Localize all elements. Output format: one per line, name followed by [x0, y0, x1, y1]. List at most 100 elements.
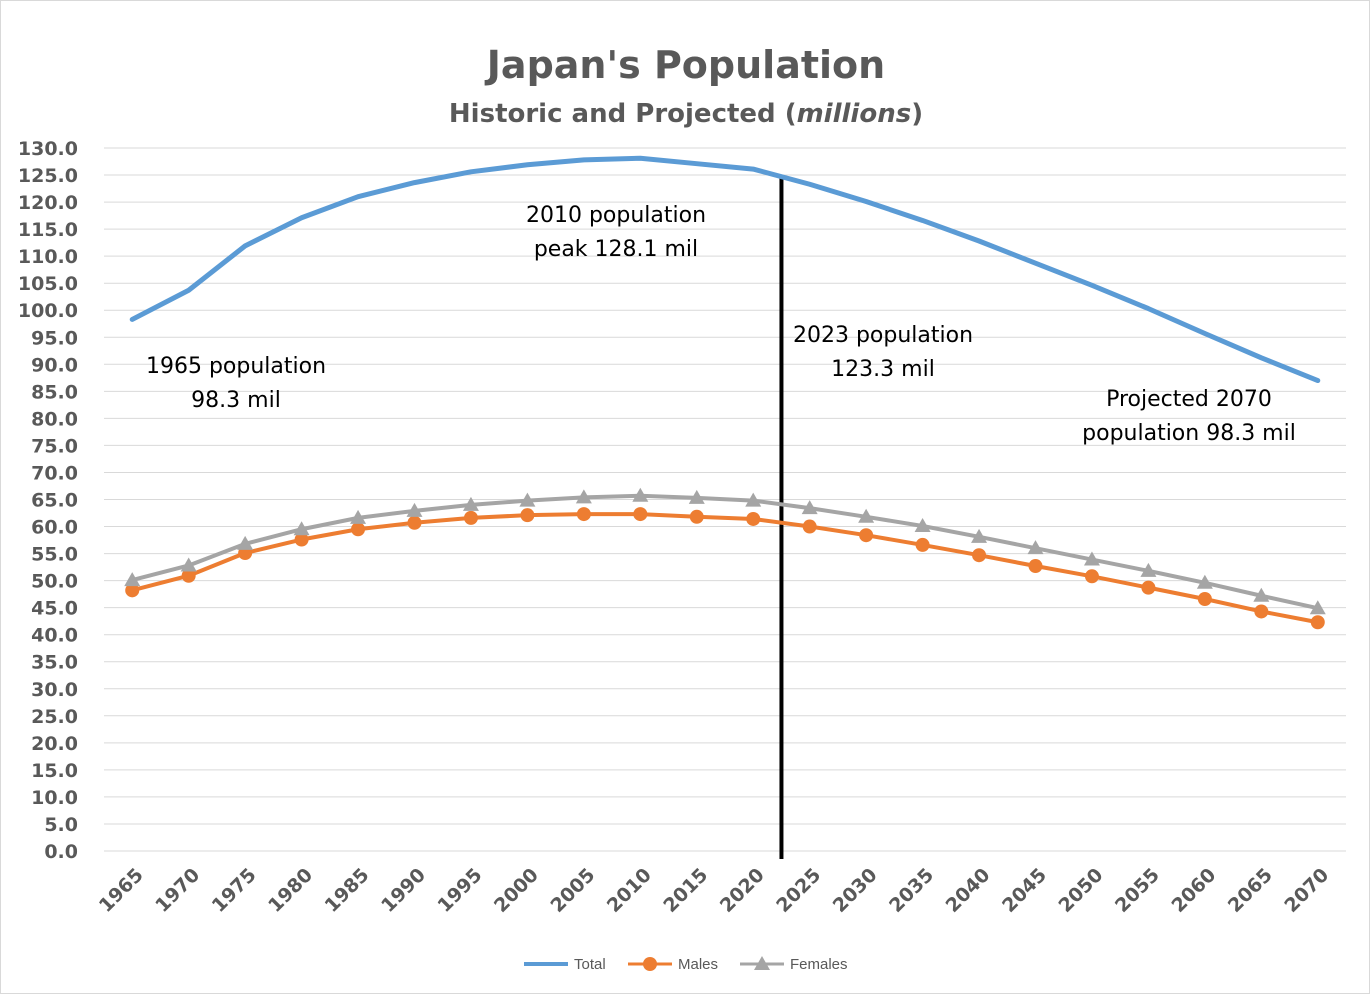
annotation-a2070: population 98.3 mil	[1082, 421, 1296, 446]
data-point-males	[1141, 580, 1156, 595]
y-tick-label: 110.0	[18, 246, 78, 268]
x-tick-label: 2015	[659, 864, 712, 917]
data-point-females	[406, 502, 423, 517]
y-tick-label: 85.0	[31, 381, 78, 403]
annotation-a2010: peak 128.1 mil	[534, 237, 698, 262]
x-tick-label: 1995	[434, 864, 487, 917]
annotation-a2010: 2010 population	[526, 203, 706, 228]
y-tick-label: 75.0	[31, 435, 78, 457]
data-point-males	[689, 509, 704, 524]
y-tick-label: 35.0	[31, 652, 78, 674]
data-point-males	[972, 548, 987, 563]
y-tick-label: 0.0	[44, 841, 78, 863]
data-point-males	[181, 568, 196, 583]
data-point-males	[125, 583, 140, 598]
x-axis-ticks: 1965 1970 1975 1980 1985 1990 1995 2000 2005 2010…	[95, 864, 1334, 917]
y-tick-label: 25.0	[31, 706, 78, 728]
data-point-males	[351, 522, 366, 537]
x-tick-label: 2005	[546, 864, 599, 917]
data-point-females	[124, 572, 141, 587]
data-point-females	[237, 535, 254, 550]
data-point-females	[350, 509, 367, 524]
y-tick-label: 50.0	[31, 571, 78, 593]
chart-title: Japan's Population	[486, 43, 886, 87]
y-tick-label: 125.0	[18, 165, 78, 187]
chart-subtitle: Historic and Projected (millions)	[0, 99, 1370, 129]
legend-label-females: Females	[790, 956, 848, 973]
x-tick-label: 1985	[321, 864, 374, 917]
y-tick-label: 5.0	[44, 814, 78, 836]
data-point-males	[407, 515, 422, 530]
legend-label-total: Total	[574, 956, 606, 973]
data-point-males	[520, 508, 535, 523]
x-tick-label: 2065	[1224, 864, 1277, 917]
y-tick-label: 15.0	[31, 760, 78, 782]
y-tick-label: 70.0	[31, 462, 78, 484]
data-point-females	[1309, 600, 1326, 615]
y-tick-label: 20.0	[31, 733, 78, 755]
y-tick-label: 105.0	[18, 273, 78, 295]
data-point-males	[859, 528, 874, 543]
y-tick-label: 40.0	[31, 625, 78, 647]
data-point-males	[1254, 604, 1269, 619]
x-tick-label: 2050	[1055, 864, 1108, 917]
y-tick-label: 115.0	[18, 219, 78, 241]
x-tick-label: 2045	[998, 864, 1051, 917]
data-point-females	[1196, 574, 1213, 589]
data-point-females	[180, 557, 197, 572]
subtitle-suffix: )	[911, 99, 924, 129]
y-tick-label: 90.0	[31, 354, 78, 376]
annotation-a2070: Projected 2070	[1106, 387, 1272, 412]
annotation-a1965: 98.3 mil	[191, 388, 281, 413]
y-tick-label: 60.0	[31, 517, 78, 539]
data-point-females	[1253, 587, 1270, 602]
annotations: 1965 population 98.3 mil 2010 population pe…	[146, 203, 1296, 446]
data-point-females	[462, 496, 479, 511]
data-point-males	[576, 507, 591, 522]
x-tick-label: 1965	[95, 864, 148, 917]
data-point-males	[463, 510, 478, 525]
data-point-females	[632, 487, 649, 502]
x-tick-label: 2070	[1280, 864, 1333, 917]
x-tick-label: 1980	[264, 864, 317, 917]
data-point-females	[971, 528, 988, 543]
y-tick-label: 65.0	[31, 490, 78, 512]
data-point-females	[858, 508, 875, 523]
y-tick-label: 100.0	[18, 300, 78, 322]
legend-label-males: Males	[678, 956, 718, 973]
data-point-males	[746, 511, 761, 526]
y-tick-label: 80.0	[31, 408, 78, 430]
series-line-total	[129, 155, 1321, 384]
annotation-a2023: 123.3 mil	[831, 357, 935, 382]
data-point-males	[1028, 559, 1043, 574]
x-tick-label: 2060	[1167, 864, 1220, 917]
y-tick-label: 130.0	[18, 138, 78, 160]
y-tick-label: 30.0	[31, 679, 78, 701]
data-point-females	[293, 521, 310, 536]
y-tick-label: 10.0	[31, 787, 78, 809]
y-axis-ticks: 0.0 5.0 10.0 15.0 20.0 25.0 30.0 35.0 40.0 45.0 50…	[18, 138, 78, 863]
data-point-males	[802, 519, 817, 534]
data-point-females	[745, 492, 762, 507]
legend: Total Males Females	[524, 956, 848, 973]
x-tick-label: 1990	[377, 864, 430, 917]
series-line-males	[130, 512, 1320, 625]
data-point-females	[914, 517, 931, 532]
data-point-males	[633, 507, 648, 522]
data-point-females	[519, 492, 536, 507]
data-point-males	[294, 532, 309, 547]
data-point-males	[1197, 592, 1212, 607]
data-point-females	[1140, 562, 1157, 577]
subtitle-prefix: Historic and Projected (	[448, 99, 797, 129]
annotation-a1965: 1965 population	[146, 354, 326, 379]
series-line-females	[130, 493, 1320, 611]
y-tick-label: 95.0	[31, 327, 78, 349]
data-point-females	[688, 489, 705, 504]
y-tick-label: 45.0	[31, 598, 78, 620]
annotation-a2023: 2023 population	[793, 323, 973, 348]
x-tick-label: 2035	[885, 864, 938, 917]
series-lines	[124, 155, 1326, 630]
x-tick-label: 2040	[942, 864, 995, 917]
legend-marker-females	[754, 956, 770, 970]
